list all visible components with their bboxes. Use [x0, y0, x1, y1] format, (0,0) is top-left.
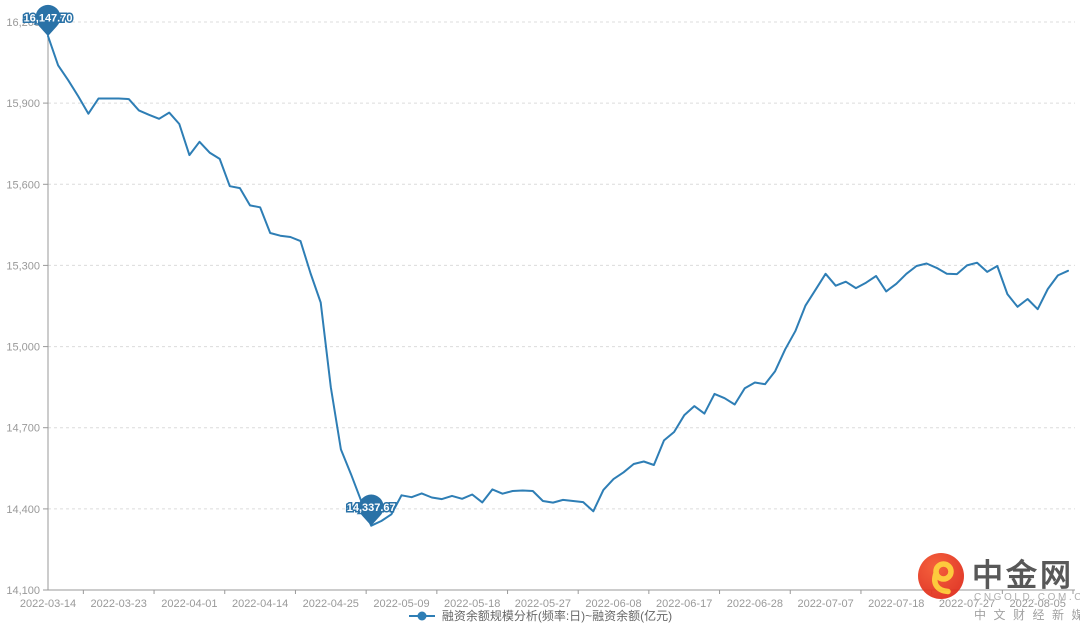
x-tick-label: 2022-04-01	[161, 598, 217, 610]
y-axis: 14,100 14,400 14,700 15,000 15,300 15,600 15,9…	[6, 9, 1075, 597]
max-point-pin: 16,147.70	[22, 4, 74, 37]
y-tick-label: 15,000	[6, 342, 40, 354]
y-tick-label: 15,900	[6, 98, 40, 110]
x-tick-label: 2022-03-14	[20, 598, 76, 610]
x-tick-label: 2022-06-17	[656, 598, 712, 610]
y-tick-label: 14,400	[6, 504, 40, 516]
x-tick-label: 2022-06-08	[585, 598, 641, 610]
y-tick-label: 15,300	[6, 260, 40, 272]
legend-label: 融资余额规模分析(频率:日)~融资余额(亿元)	[441, 609, 673, 623]
series-line	[47, 35, 1069, 527]
y-tick-label: 15,600	[6, 179, 40, 191]
watermark-domain: CNGOLD.COM.CN	[974, 592, 1080, 603]
watermark-tagline: 中文财经新媒体	[974, 608, 1080, 622]
watermark-brand: 中金网	[972, 558, 1074, 593]
x-tick-label: 2022-03-23	[91, 598, 147, 610]
x-tick-label: 2022-04-25	[303, 598, 359, 610]
y-tick-label: 14,700	[6, 423, 40, 435]
x-tick-label: 2022-04-14	[232, 598, 288, 610]
y-tick-label: 16,200	[6, 17, 40, 29]
x-tick-label: 2022-07-27	[939, 598, 995, 610]
x-tick-label: 2022-07-07	[797, 598, 853, 610]
x-tick-label: 2022-06-28	[727, 598, 783, 610]
min-point-pin: 14,337.67	[345, 494, 397, 526]
min-point-pin-label: 14,337.67	[347, 502, 396, 514]
x-tick-label: 2022-05-18	[444, 598, 500, 610]
legend-item-financing-balance[interactable]: 融资余额规模分析(频率:日)~融资余额(亿元)	[0, 607, 1080, 624]
y-tick-label: 14,100	[6, 585, 40, 597]
max-point-pin-label: 16,147.70	[24, 13, 73, 25]
legend-line-dot-icon	[408, 611, 435, 620]
watermark: 中金网 CNGOLD.COM.CN 中文财经新媒体	[918, 550, 1080, 624]
x-axis: 2022-03-14 2022-03-23 2022-04-01 2022-04-14…	[20, 590, 1074, 610]
x-tick-label: 2022-05-27	[515, 598, 571, 610]
x-tick-label: 2022-08-05	[1010, 598, 1066, 610]
x-tick-label: 2022-07-18	[868, 598, 924, 610]
x-tick-label: 2022-05-09	[373, 598, 429, 610]
cngold-logo-icon	[918, 553, 964, 599]
